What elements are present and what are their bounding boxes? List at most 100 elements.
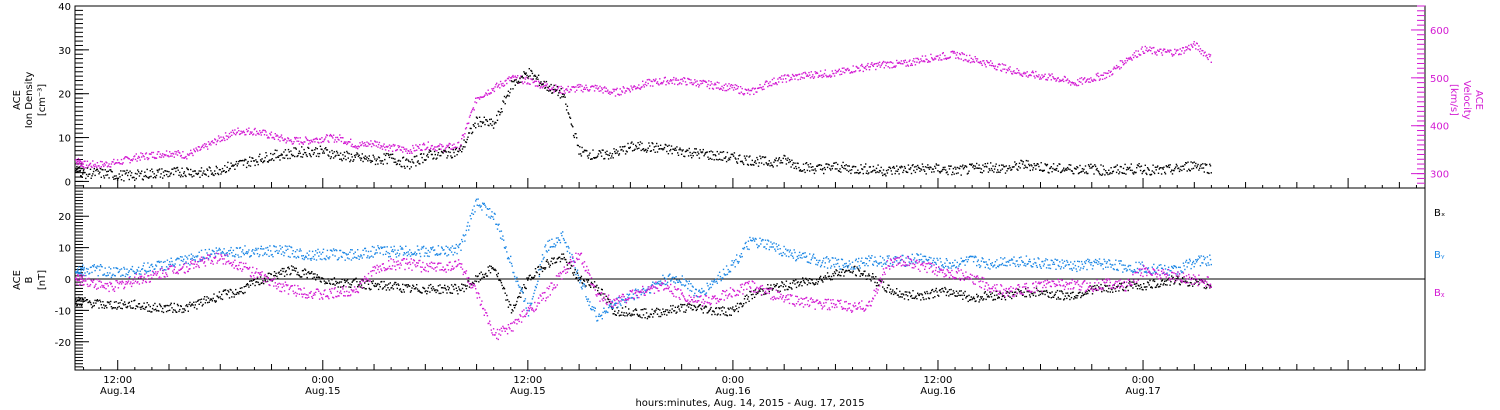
velocity-point	[533, 81, 535, 83]
bx-point	[892, 293, 895, 296]
ion-density-point	[752, 163, 754, 166]
velocity-point	[789, 79, 791, 81]
ion-density-point	[1112, 170, 1115, 172]
by-point	[242, 249, 244, 251]
ion-density-point	[321, 148, 323, 151]
velocity-point	[831, 70, 833, 72]
velocity-point	[237, 127, 239, 129]
velocity-point	[309, 142, 311, 144]
velocity-point	[778, 77, 781, 79]
velocity-point	[297, 137, 299, 139]
velocity-point	[249, 131, 252, 133]
velocity-point	[715, 87, 718, 89]
bx-point	[906, 291, 908, 293]
ion-density-point	[155, 177, 157, 179]
velocity-point	[1054, 78, 1056, 80]
bx-point	[976, 296, 979, 298]
ion-density-point	[151, 168, 153, 170]
ion-density-point	[530, 69, 532, 72]
bx-point	[868, 273, 870, 275]
by-point	[331, 250, 333, 252]
bx-point	[980, 297, 983, 300]
bx-point	[255, 281, 257, 283]
velocity-point	[656, 82, 658, 84]
bx-point	[1054, 293, 1056, 296]
velocity-point	[927, 61, 929, 63]
ion-density-point	[520, 81, 522, 83]
bx-point	[456, 290, 458, 292]
ion-density-point	[426, 155, 428, 157]
bx-point	[660, 312, 663, 314]
velocity-point	[747, 88, 750, 90]
velocity-point	[856, 66, 858, 68]
bx-point	[569, 267, 572, 269]
ion-density-point	[524, 73, 527, 75]
bx-point	[276, 275, 278, 278]
bx-point	[266, 280, 269, 282]
velocity-point	[665, 84, 667, 86]
ion-density-point	[860, 164, 862, 166]
ion-density-point	[182, 175, 184, 178]
velocity-point	[366, 141, 368, 143]
velocity-point	[919, 61, 921, 63]
velocity-point	[997, 66, 999, 68]
velocity-point	[481, 96, 483, 98]
bx-point	[837, 273, 840, 276]
velocity-point	[123, 157, 126, 159]
bx-point	[501, 284, 503, 287]
by-point	[78, 266, 80, 268]
ion-density-point	[390, 153, 392, 156]
by-point	[366, 256, 368, 259]
bx-point	[531, 276, 533, 279]
bx-point	[1070, 292, 1072, 295]
velocity-point	[741, 87, 743, 90]
velocity-point	[1115, 64, 1118, 67]
bx-point	[977, 295, 979, 297]
ion-density-point	[440, 150, 443, 153]
ion-density-point	[393, 161, 395, 163]
velocity-point	[1209, 55, 1211, 58]
bx-point	[286, 273, 288, 276]
velocity-point	[1027, 76, 1029, 78]
velocity-point	[391, 145, 393, 147]
by-point	[80, 270, 82, 272]
bx-point	[471, 281, 474, 284]
ion-density-point	[684, 155, 686, 158]
bx-point	[507, 306, 510, 308]
ion-density-point	[80, 175, 83, 178]
ion-density-point	[283, 157, 286, 159]
velocity-point	[1100, 74, 1102, 76]
ion-density-point	[899, 166, 901, 168]
bx-point	[117, 302, 120, 304]
ion-density-point	[90, 177, 92, 179]
bx-point	[571, 265, 573, 267]
by-point	[255, 247, 257, 250]
bx-point	[1185, 280, 1187, 282]
ion-density-point	[753, 161, 756, 163]
ion-density-point	[981, 172, 983, 174]
bx-point	[917, 294, 920, 296]
by-point	[374, 252, 377, 254]
ion-density-point	[163, 174, 165, 177]
ion-density-point	[983, 166, 986, 168]
bx-point	[1079, 291, 1081, 293]
by-point	[370, 255, 373, 257]
bx-point	[1014, 291, 1016, 293]
ion-density-point	[729, 158, 731, 161]
velocity-point	[1041, 74, 1043, 76]
ion-density-point	[97, 170, 99, 172]
ion-density-point	[819, 164, 821, 166]
bx-point	[938, 295, 940, 297]
bx-point	[803, 281, 805, 283]
ion-density-point	[287, 148, 290, 151]
bx-point	[1050, 297, 1052, 299]
bx-point	[1163, 282, 1165, 285]
ion-density-point	[238, 160, 241, 162]
ion-density-point	[189, 174, 191, 176]
bx-point	[239, 287, 242, 289]
by-point	[134, 272, 136, 275]
ion-density-point	[517, 80, 520, 83]
bx-point	[1125, 286, 1127, 289]
velocity-point	[1013, 70, 1015, 72]
ion-density-point	[343, 151, 346, 154]
